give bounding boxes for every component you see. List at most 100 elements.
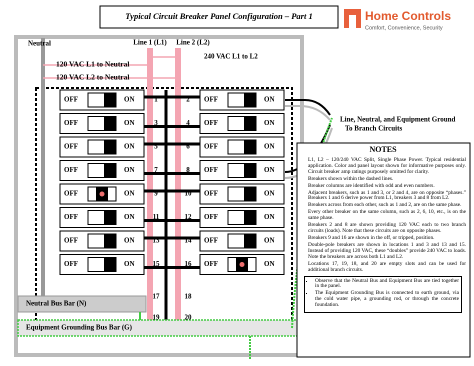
title-box (99, 5, 339, 29)
off-label: OFF (64, 143, 78, 151)
on-label: ON (264, 119, 275, 127)
off-label: OFF (204, 166, 218, 174)
slot-number: 2 (186, 96, 190, 104)
neutral-bus-label: Neutral Bus Bar (N) (26, 300, 87, 308)
on-label: ON (124, 143, 135, 151)
on-label: ON (124, 260, 135, 268)
on-label: ON (124, 166, 135, 174)
note: Observe that the Neutral Bus and Equipme… (315, 278, 459, 291)
handle (104, 210, 116, 225)
off-label: OFF (204, 119, 218, 127)
slot-number: 10 (185, 190, 193, 198)
on-label: ON (124, 237, 135, 245)
note: Breakers 2 and 8 are shown providing 120… (308, 222, 466, 235)
notes-title: NOTES (369, 146, 397, 154)
off-label: OFF (204, 96, 218, 104)
handle (244, 187, 256, 201)
slot-number: 3 (154, 119, 158, 127)
l2-n-label: 120 VAC L2 to Neutral (56, 73, 129, 82)
handle (104, 116, 116, 131)
slot-number: 9 (154, 190, 158, 198)
neutral-label: Neutral (28, 40, 51, 48)
note: Breaker columns are identified with odd … (308, 183, 466, 190)
l1-l2-label: 240 VAC L1 to L2 (204, 53, 258, 61)
branch-label: To Branch Circuits (345, 125, 402, 133)
slot-number: 4 (186, 119, 190, 127)
slot-number: 1 (154, 96, 158, 104)
on-label: ON (264, 143, 275, 151)
slot-number: 18 (185, 293, 193, 301)
notes-list: L1, L2 – 120/240 VAC Split, Single Phase… (300, 157, 466, 274)
on-label: ON (124, 96, 135, 104)
boxed-notes: Observe that the Neutral Bus and Equipme… (304, 275, 462, 314)
brand: Home Controls (365, 9, 451, 23)
handle (244, 116, 256, 131)
off-label: OFF (204, 260, 218, 268)
handle (104, 163, 116, 178)
off-label: OFF (64, 190, 78, 198)
tagline: Comfort, Convenience, Security (365, 25, 443, 31)
slot-number: 7 (154, 166, 158, 174)
note: The Equipment Grounding Bus is connected… (315, 290, 459, 309)
title: Typical Circuit Breaker Panel Configurat… (125, 11, 312, 21)
off-label: OFF (204, 237, 218, 245)
slot-number: 11 (153, 213, 160, 221)
note: Adjacent breakers, such as 1 and 3, or 2… (308, 190, 466, 203)
on-label: ON (264, 260, 275, 268)
off-label: OFF (64, 237, 78, 245)
slot-number: 20 (185, 314, 193, 322)
notes: NOTES L1, L2 – 120/240 VAC Split, Single… (300, 146, 466, 354)
note: Locations 17, 19, 18, and 20 are empty s… (308, 261, 466, 274)
neutral-bus (17, 295, 147, 313)
note: Breakers 9 and 16 are shown in the off, … (308, 235, 466, 242)
note: L1, L2 – 120/240 VAC Split, Single Phase… (308, 157, 466, 176)
on-label: ON (264, 190, 275, 198)
slot-number: 17 (153, 293, 161, 301)
l1-n-label: 120 VAC L1 to Neutral (56, 60, 129, 69)
note: Breakers shown within the dashed lines. (308, 176, 466, 183)
handle (104, 140, 116, 154)
on-label: ON (124, 119, 135, 127)
handle (104, 234, 116, 248)
on-label: ON (124, 213, 135, 221)
on-label: ON (264, 213, 275, 221)
off-label: OFF (64, 166, 78, 174)
trip-dot (99, 191, 105, 197)
l2-label: Line 2 (L2) (176, 39, 210, 47)
note: Every other breaker on the same column, … (308, 209, 466, 222)
off-label: OFF (64, 96, 78, 104)
notes-box (296, 142, 471, 358)
on-label: ON (124, 190, 135, 198)
handle (244, 163, 256, 178)
handle (104, 93, 116, 107)
handle (244, 234, 256, 248)
logo: Home Controls Comfort, Convenience, Secu… (344, 9, 451, 31)
slot-number: 14 (185, 237, 193, 245)
handle (244, 93, 256, 107)
slot-number: 6 (186, 143, 190, 151)
off-label: OFF (204, 213, 218, 221)
off-label: OFF (64, 119, 78, 127)
ground-bus-label: Equipment Grounding Bus Bar (G) (26, 324, 133, 332)
slot-number: 13 (153, 237, 161, 245)
trip-dot (239, 262, 245, 267)
handle (104, 257, 116, 272)
slot-number: 16 (185, 260, 193, 268)
handle (244, 210, 256, 225)
note: Double-pole breakers are shown in locati… (308, 242, 466, 261)
slot-number: 19 (153, 314, 161, 322)
slot-number: 12 (185, 213, 193, 221)
off-label: OFF (64, 213, 78, 221)
slot-number: 8 (186, 166, 190, 174)
off-label: OFF (204, 190, 218, 198)
off-label: OFF (204, 143, 218, 151)
off-label: OFF (64, 260, 78, 268)
on-label: ON (264, 166, 275, 174)
slot-number: 15 (153, 260, 161, 268)
note: Breakers across from each other, such as… (308, 202, 466, 209)
on-label: ON (264, 237, 275, 245)
branch-label: Line, Neutral, and Equipment Ground (340, 116, 456, 124)
on-label: ON (264, 96, 275, 104)
